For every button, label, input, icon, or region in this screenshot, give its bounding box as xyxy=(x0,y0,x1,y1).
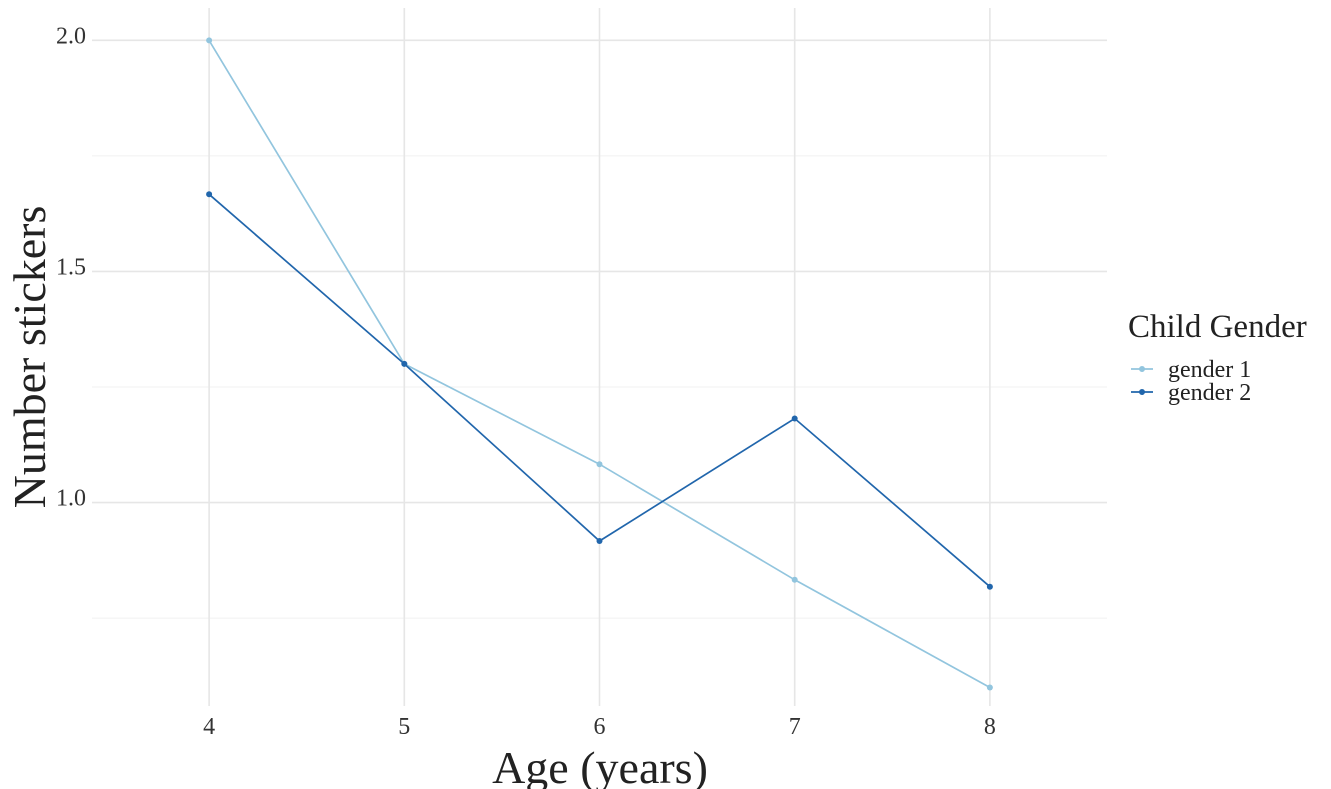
x-tick-label: 7 xyxy=(789,714,801,740)
x-axis-title: Age (years) xyxy=(492,742,708,789)
series-layer xyxy=(206,37,993,691)
x-tick-label: 5 xyxy=(398,714,410,740)
legend-key-point xyxy=(1139,366,1145,372)
legend-label: gender 1 xyxy=(1168,357,1251,383)
y-tick-label: 1.5 xyxy=(56,254,86,280)
y-tick-label: 1.0 xyxy=(56,486,86,512)
x-tick-label: 4 xyxy=(203,714,215,740)
data-point xyxy=(596,537,603,544)
y-axis-title: Number stickers xyxy=(4,206,55,509)
x-axis-ticks: 4 5 6 7 8 xyxy=(203,714,996,740)
y-axis-ticks: 1.0 1.5 2.0 xyxy=(56,23,86,511)
data-point xyxy=(791,415,798,422)
data-point xyxy=(596,461,603,468)
legend-label: gender 2 xyxy=(1168,380,1251,406)
legend-key-point xyxy=(1139,389,1145,395)
x-tick-label: 8 xyxy=(984,714,996,740)
data-point xyxy=(206,191,213,198)
data-point xyxy=(986,583,993,590)
x-tick-label: 6 xyxy=(594,714,606,740)
data-point xyxy=(986,684,993,691)
y-tick-label: 2.0 xyxy=(56,23,86,49)
legend-title: Child Gender xyxy=(1128,309,1307,345)
data-point xyxy=(206,37,213,44)
major-gridlines xyxy=(92,8,1107,706)
data-point xyxy=(401,360,408,367)
data-point xyxy=(791,576,798,583)
